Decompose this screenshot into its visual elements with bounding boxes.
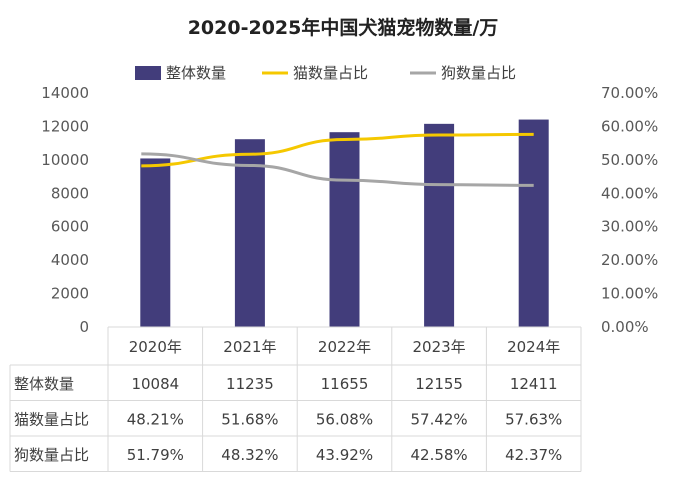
data-label: 42.37% <box>505 446 562 464</box>
data-label: 11655 <box>321 375 369 393</box>
line-series <box>141 132 534 187</box>
bar <box>424 123 455 327</box>
data-label: 48.21% <box>127 410 184 428</box>
line-1 <box>141 132 534 168</box>
left-axis-tick: 0 <box>79 318 89 336</box>
left-axis-tick: 4000 <box>51 251 89 269</box>
bar-series <box>140 119 549 328</box>
x-axis-tick: 2021年 <box>223 338 276 356</box>
bar <box>234 139 265 327</box>
table-row-label: 狗数量占比 <box>14 446 89 464</box>
chart-title: 2020-2025年中国犬猫宠物数量/万 <box>188 16 499 39</box>
data-label: 48.32% <box>221 446 278 464</box>
bar <box>140 158 171 327</box>
data-label: 57.63% <box>505 410 562 428</box>
legend-label-3: 狗数量占比 <box>441 64 516 82</box>
x-axis-tick: 2024年 <box>507 338 560 356</box>
data-label: 51.68% <box>221 410 278 428</box>
data-label: 10084 <box>131 375 179 393</box>
legend-swatch-1 <box>135 66 161 80</box>
x-axis-tick: 2022年 <box>318 338 371 356</box>
legend: 整体数量 猫数量占比 狗数量占比 <box>135 64 516 82</box>
table-row-label: 整体数量 <box>14 375 74 393</box>
data-label: 57.42% <box>410 410 467 428</box>
line-2 <box>141 152 534 187</box>
legend-label-2: 猫数量占比 <box>293 64 368 82</box>
data-label: 56.08% <box>316 410 373 428</box>
right-axis-tick: 70.00% <box>601 84 658 102</box>
data-label: 51.79% <box>127 446 184 464</box>
legend-label-1: 整体数量 <box>166 64 226 82</box>
right-axis-tick: 40.00% <box>601 184 658 202</box>
data-label: 11235 <box>226 375 274 393</box>
right-axis: 0.00% 10.00% 20.00% 30.00% 40.00% 50.00% 60.00… <box>601 84 658 336</box>
left-axis-tick: 6000 <box>51 218 89 236</box>
right-axis-tick: 50.00% <box>601 151 658 169</box>
data-label: 42.58% <box>410 446 467 464</box>
bar <box>329 132 360 327</box>
left-axis-tick: 10000 <box>41 151 89 169</box>
data-label: 12411 <box>510 375 558 393</box>
data-label: 43.92% <box>316 446 373 464</box>
left-axis-tick: 8000 <box>51 184 89 202</box>
right-axis-tick: 10.00% <box>601 285 658 303</box>
right-axis-tick: 20.00% <box>601 251 658 269</box>
data-label: 12155 <box>415 375 463 393</box>
right-axis-tick: 0.00% <box>601 318 649 336</box>
x-axis-tick: 2023年 <box>413 338 466 356</box>
left-axis-tick: 14000 <box>41 84 89 102</box>
bar <box>518 119 549 328</box>
left-axis: 0 2000 4000 6000 8000 10000 12000 14000 <box>41 84 89 336</box>
right-axis-tick: 60.00% <box>601 117 658 135</box>
table-row-label: 猫数量占比 <box>14 410 89 428</box>
x-axis-tick: 2020年 <box>129 338 182 356</box>
left-axis-tick: 2000 <box>51 285 89 303</box>
right-axis-tick: 30.00% <box>601 218 658 236</box>
left-axis-tick: 12000 <box>41 117 89 135</box>
